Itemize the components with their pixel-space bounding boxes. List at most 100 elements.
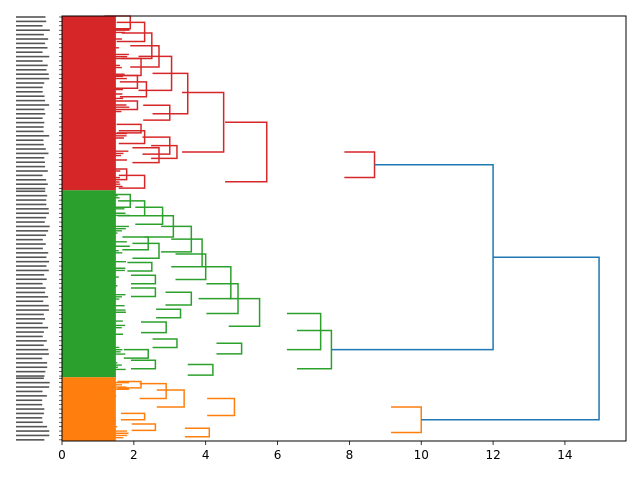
cluster-link [286,312,322,351]
axes-frame [61,15,627,442]
leaf-label [16,421,43,424]
cluster-link [152,338,178,349]
leaf-label [16,64,48,67]
leaf-label [16,362,48,364]
leaf-label [16,238,43,241]
cluster-link [216,342,243,355]
leaf-label [16,199,47,201]
x-tick-label: 0 [58,448,66,462]
leaf-label [16,55,50,58]
leaf-label [16,152,49,155]
leaf-label [16,126,44,128]
cluster-link [116,123,142,134]
leaf-label [16,183,48,185]
x-axis: 0 2 4 6 8 10 12 14 [58,441,573,462]
leaf-label [16,104,50,106]
leaf-label [16,187,46,190]
leaf-label [16,243,46,245]
leaf-label [16,412,44,415]
leaf-label [16,390,43,393]
leaf-label [16,130,44,133]
leaf-label [16,318,46,320]
cluster-link [131,423,157,432]
leaf-label [16,370,46,373]
leaf-label [16,282,43,285]
leaf-label [16,165,46,168]
leaf-label [16,47,48,49]
leaf-label [16,252,49,254]
leaf-label [16,296,49,298]
cluster-link [101,168,128,181]
leaf-label [16,399,43,402]
leaf-label [16,353,49,355]
leaf-label [16,274,45,276]
cluster-link [116,21,146,43]
cluster-link [117,380,142,389]
leaf-label [16,335,43,338]
leaf-label [16,95,45,97]
leaf-label [16,434,50,437]
leaf-label [16,20,47,23]
leaf-label [16,234,46,237]
cluster-link [118,200,146,217]
top-link [331,164,494,351]
cluster-link [130,274,157,285]
cluster-link [120,412,146,421]
top-link [421,256,600,421]
cluster-link [118,174,146,189]
leaf-label [16,304,49,307]
cluster-link [113,100,139,111]
leaf-fill-layer [62,16,130,441]
leaf-label [16,247,43,250]
leaf-label [16,287,46,289]
leaf-label [16,25,43,27]
leaf-label [16,417,43,419]
x-tick-label: 14 [557,448,572,462]
x-tick-label: 4 [202,448,210,462]
leaf-label [16,265,47,267]
leaf-label [16,322,43,325]
leaf-label [16,113,46,115]
leaf-label [16,291,46,294]
leaf-label [16,208,49,210]
cluster-link [228,297,261,327]
leaf-label [16,386,50,388]
leaf-label [16,425,48,428]
leaf-label [16,139,44,141]
cluster-link [181,91,225,153]
leaf-label [16,170,48,172]
leaf-label [16,190,46,193]
leaf-label [16,344,44,347]
leaf-label [16,348,49,351]
cluster-link [165,291,193,306]
leaf-label [16,269,49,272]
cluster-link [156,389,185,408]
leaf-label [16,439,45,441]
leaf-label [16,174,43,177]
cluster-link [184,427,211,438]
cluster-link [391,406,422,434]
leaf-label [16,157,45,159]
cluster-link [132,242,160,259]
x-tick-label: 6 [274,448,282,462]
x-tick-label: 8 [346,448,354,462]
leaf-label [16,403,43,406]
leaf-label [16,148,46,150]
leaf-label [16,395,47,397]
leaf-label [16,340,47,342]
x-tick-label: 10 [414,448,429,462]
leaf-label [16,161,45,163]
cluster-link [156,308,182,319]
dendrogram-links [101,15,600,438]
cluster-link [130,359,157,370]
leaf-label [16,408,45,410]
leaf-label [16,212,49,215]
leaf-label [16,135,50,137]
cluster-link [127,261,153,272]
leaf-label [16,91,43,93]
cluster-link [130,287,157,298]
x-tick-label: 12 [485,448,500,462]
leaf-label [16,203,47,206]
leaf-label [16,230,49,232]
